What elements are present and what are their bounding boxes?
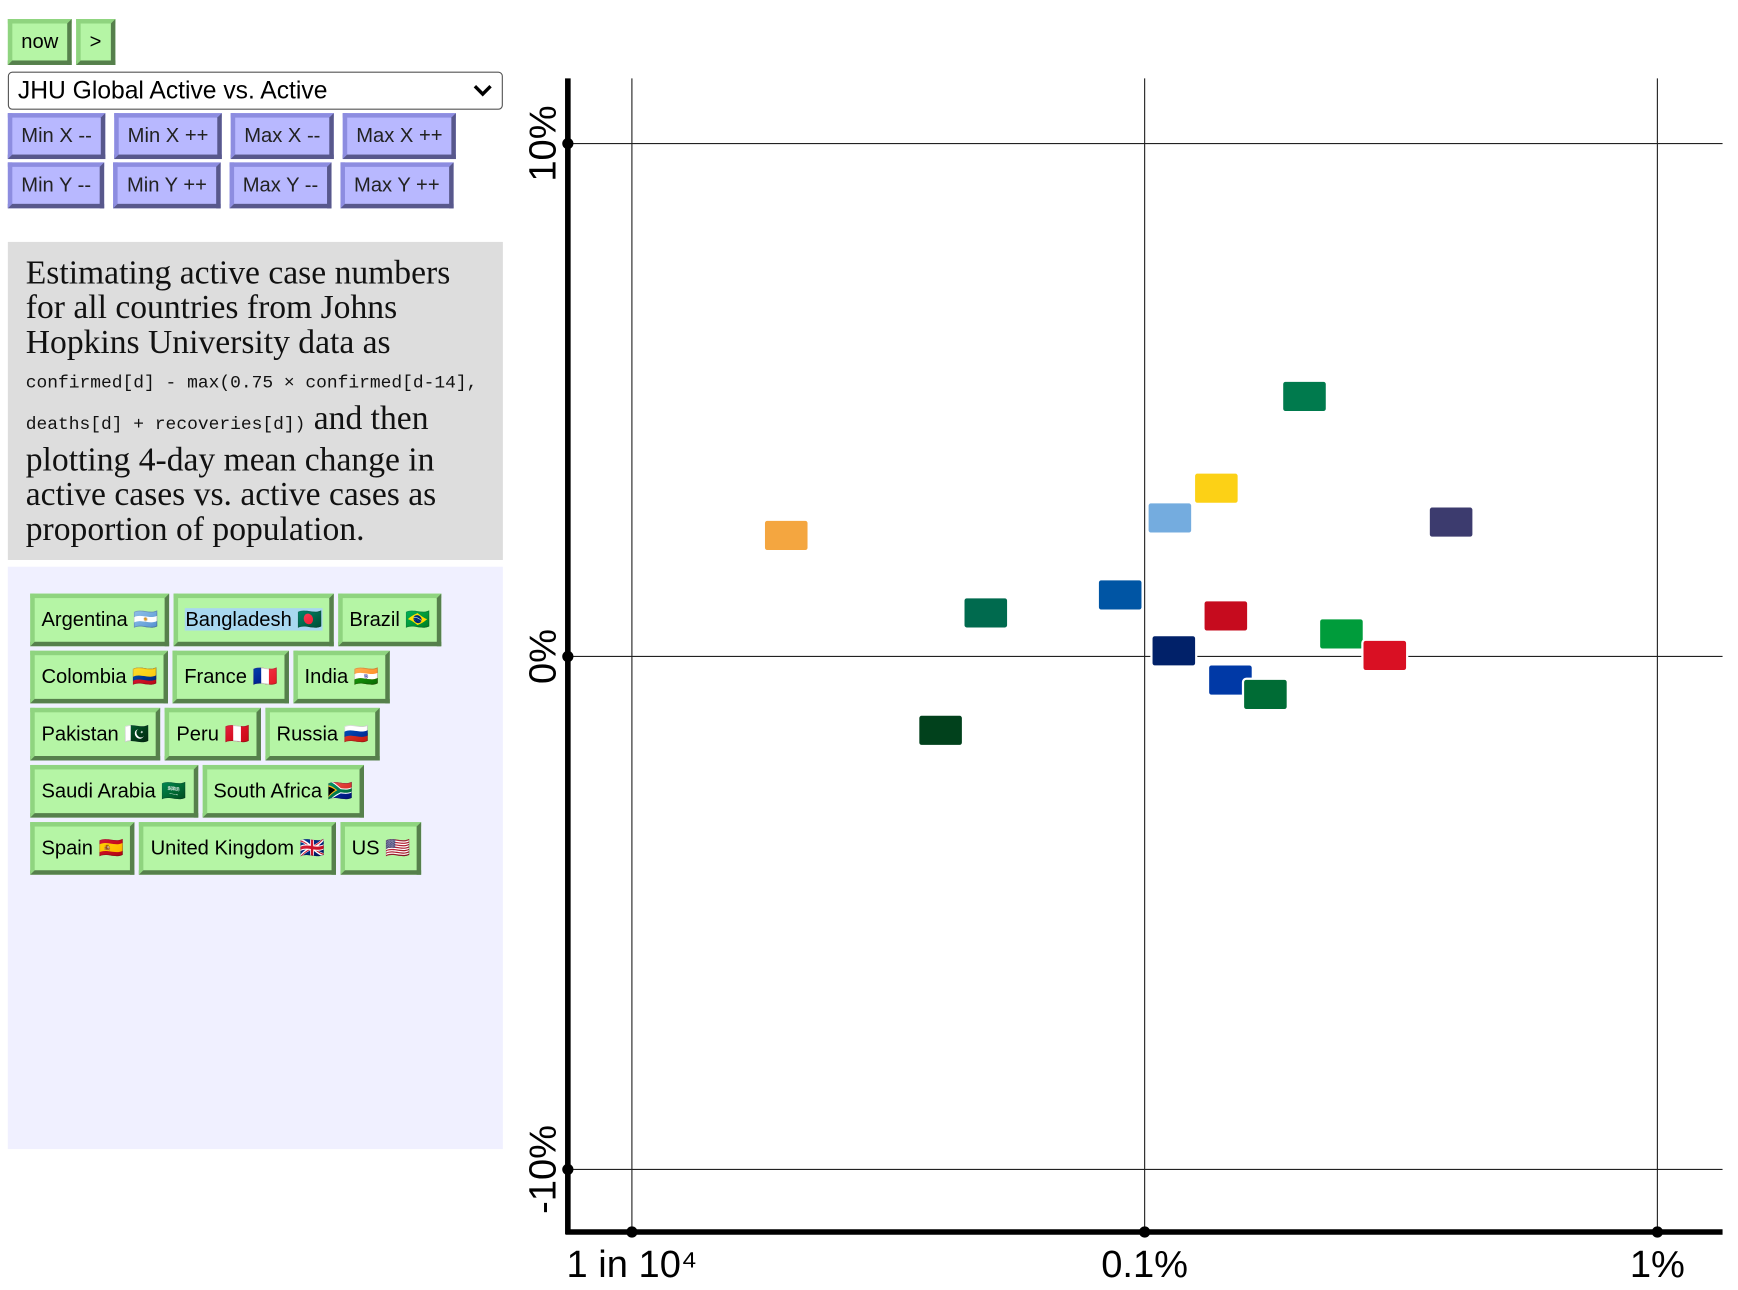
range-button[interactable]: Max Y -- <box>229 162 332 209</box>
country-label: Argentina 🇦🇷 <box>41 608 159 631</box>
country-label: Brazil 🇧🇷 <box>349 608 431 631</box>
chevron <box>473 85 492 97</box>
range-button[interactable]: Min X -- <box>7 113 106 160</box>
country-label: Russia 🇷🇺 <box>276 722 369 745</box>
desc-text: Estimating active case numbers for all c… <box>25 254 451 361</box>
y-tick-label: 0% <box>523 629 565 684</box>
country-button[interactable]: Russia 🇷🇺 <box>265 707 381 761</box>
country-label: Pakistan 🇵🇰 <box>41 722 150 745</box>
flag-point <box>1146 501 1194 535</box>
dataset-select[interactable]: JHU Global Active vs. Active <box>7 71 503 110</box>
button-row: Argentina 🇦🇷 Bangladesh 🇧🇩 Brazil 🇧🇷 <box>30 593 480 647</box>
desc-code: confirmed[d] - max(0.75 × confirmed[d-14… <box>25 372 478 435</box>
country-button[interactable]: Peru 🇵🇪 <box>165 707 261 761</box>
flag-point <box>1361 638 1409 673</box>
country-button[interactable]: United Kingdom 🇬🇧 <box>139 822 336 875</box>
description: Estimating active case numbers for all c… <box>7 241 503 561</box>
country-button[interactable]: India 🇮🇳 <box>293 650 391 704</box>
country-label: Peru 🇵🇪 <box>176 722 250 745</box>
country-label: Spain 🇪🇸 <box>41 836 124 860</box>
button-row: Pakistan 🇵🇰 Peru 🇵🇪 Russia 🇷🇺 <box>30 707 480 761</box>
country-button[interactable]: South Africa 🇿🇦 <box>202 764 364 818</box>
button-row: Spain 🇪🇸 United Kingdom 🇬🇧 US 🇺🇸 <box>30 822 480 875</box>
flag-point <box>1280 379 1329 414</box>
nav: now > <box>7 19 503 65</box>
flag-point <box>1150 634 1198 668</box>
x-tick-label: 0.1% <box>1101 1244 1188 1286</box>
range-button[interactable]: Max Y ++ <box>340 162 454 209</box>
flag-point <box>1192 471 1240 506</box>
button-row: Min X -- Min X ++ Max X -- Max X ++ <box>7 113 503 160</box>
range-button[interactable]: Max X ++ <box>342 113 456 160</box>
country-button[interactable]: Bangladesh 🇧🇩 <box>174 593 334 647</box>
country-label: Saudi Arabia 🇸🇦 <box>41 779 187 802</box>
button-row: Colombia 🇨🇴 France 🇫🇷 India 🇮🇳 <box>30 650 480 704</box>
range-button[interactable]: Min Y ++ <box>113 162 221 209</box>
country-label: Bangladesh 🇧🇩 <box>185 608 323 631</box>
control-panel: now > JHU Global Active vs. Active Min X … <box>7 19 503 1150</box>
flag-point <box>917 713 965 748</box>
flag-point <box>962 596 1010 630</box>
country-button[interactable]: Argentina 🇦🇷 <box>30 593 170 647</box>
flag-point <box>1202 599 1250 633</box>
country-label: US 🇺🇸 <box>351 836 411 860</box>
flag-point <box>1427 505 1475 539</box>
country-label: Colombia 🇨🇴 <box>41 665 158 688</box>
range-button[interactable]: Max X -- <box>230 113 334 160</box>
range-button[interactable]: Min X ++ <box>114 113 222 160</box>
country-label: United Kingdom 🇬🇧 <box>150 836 325 860</box>
button-row: Saudi Arabia 🇸🇦 South Africa 🇿🇦 <box>30 764 480 818</box>
country-label: India 🇮🇳 <box>304 665 379 688</box>
y-tick-label: -10% <box>523 1125 565 1214</box>
next-button[interactable]: > <box>76 19 115 65</box>
x-tick-label: 1% <box>1630 1244 1685 1286</box>
country-label: France 🇫🇷 <box>184 665 278 688</box>
flag-point <box>1317 617 1365 651</box>
flag-point <box>1096 578 1144 612</box>
now-button[interactable]: now <box>7 19 72 65</box>
country-button[interactable]: Saudi Arabia 🇸🇦 <box>30 764 198 818</box>
country-button[interactable]: Colombia 🇨🇴 <box>30 650 169 704</box>
flag-point <box>1241 677 1289 712</box>
x-tick-label: 1 in 10⁴ <box>567 1244 698 1286</box>
country-list: Argentina 🇦🇷 Bangladesh 🇧🇩 Brazil 🇧🇷 Colomb… <box>7 566 503 1150</box>
range-buttons: Min X -- Min X ++ Max X -- Max X ++ Min Y --… <box>7 113 503 209</box>
country-button[interactable]: France 🇫🇷 <box>172 650 289 704</box>
country-label: South Africa 🇿🇦 <box>213 779 353 802</box>
flag-point <box>762 518 810 553</box>
button-row: Min Y -- Min Y ++ Max Y -- Max Y ++ <box>7 162 503 209</box>
country-button[interactable]: Spain 🇪🇸 <box>30 822 135 875</box>
desc-text: and then plotting 4-day mean change in a… <box>25 399 437 548</box>
country-button[interactable]: Brazil 🇧🇷 <box>338 593 442 647</box>
country-button[interactable]: US 🇺🇸 <box>340 822 422 875</box>
y-tick-label: 10% <box>523 105 565 181</box>
range-button[interactable]: Min Y -- <box>7 162 105 209</box>
country-button[interactable]: Pakistan 🇵🇰 <box>30 707 161 761</box>
select-text: JHU Global Active vs. Active <box>17 76 328 105</box>
